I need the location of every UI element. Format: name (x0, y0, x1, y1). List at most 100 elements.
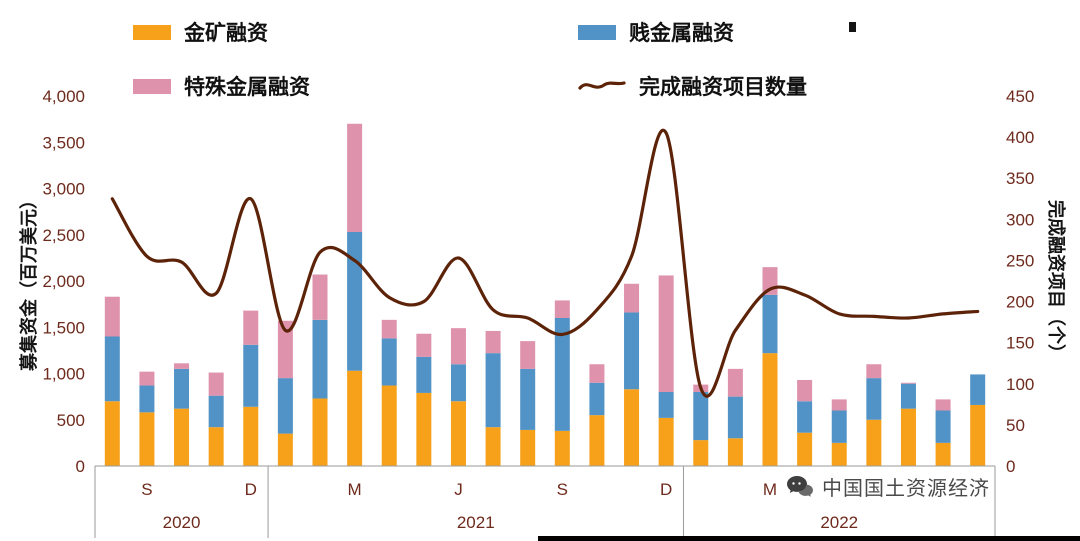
bar-segment (450, 364, 466, 402)
bar-segment (277, 320, 293, 379)
bar-segment (139, 385, 155, 413)
legend-item-gold: 金矿融资 (133, 17, 268, 47)
left-axis-tick: 1,500 (42, 318, 85, 337)
bar-segment (312, 398, 328, 466)
bar-segment (104, 401, 120, 466)
bar-segment (554, 300, 570, 318)
watermark-text: 中国国土资源经济 (822, 478, 990, 500)
left-axis-tick: 500 (57, 411, 85, 430)
right-axis-tick: 50 (1006, 416, 1025, 435)
bar-segment (624, 283, 640, 313)
bar-segment (381, 385, 397, 466)
month-label: S (141, 480, 152, 499)
bar-segment (900, 408, 916, 466)
bar-segment (554, 318, 570, 431)
legend-label-special-metal: 特殊金属融资 (184, 76, 310, 99)
bar-segment (970, 374, 986, 405)
bar-segment (658, 392, 674, 418)
bar-segment (347, 370, 363, 466)
legend-label-gold: 金矿融资 (184, 22, 268, 45)
legend-label-projects-line: 完成融资项目数量 (639, 76, 807, 99)
legend-item-special-metal: 特殊金属融资 (133, 71, 310, 101)
cursor-artifact (849, 22, 856, 32)
month-label: M (763, 480, 777, 499)
bar-segment (139, 371, 155, 386)
bar-segment (347, 231, 363, 371)
bar-segment (797, 401, 813, 433)
month-label: M (348, 480, 362, 499)
bar-segment (589, 415, 605, 466)
right-axis-tick: 100 (1006, 375, 1034, 394)
bar-segment (139, 412, 155, 466)
bar-segment (866, 378, 882, 420)
watermark: 中国国土资源经济 (786, 472, 990, 501)
bottom-black-bar (538, 536, 1080, 541)
bar-segment (312, 274, 328, 320)
legend-label-base-metal: 贱金属融资 (629, 22, 734, 45)
left-axis-tick: 0 (76, 457, 85, 476)
legend-item-projects-line: 完成融资项目数量 (578, 71, 807, 101)
bar-segment (208, 427, 224, 466)
right-axis-tick: 0 (1006, 457, 1015, 476)
bar-segment (416, 333, 432, 357)
bar-segment (624, 389, 640, 466)
right-axis-tick: 350 (1006, 169, 1034, 188)
month-label: S (557, 480, 568, 499)
bar-segment (277, 378, 293, 434)
bar-segment (727, 396, 743, 439)
left-axis-tick: 4,000 (42, 87, 85, 106)
bar-segment (485, 330, 501, 354)
bar-segment (866, 419, 882, 466)
bar-segment (485, 353, 501, 428)
bar-segment (762, 353, 778, 466)
chat-bubbles-icon (787, 475, 813, 497)
bar-segment (727, 438, 743, 466)
bar-segment (900, 383, 916, 409)
bar-segment (485, 427, 501, 466)
bar-segment (624, 312, 640, 390)
bar-segment (831, 410, 847, 443)
bar-segment (520, 341, 536, 369)
bar-segment (174, 368, 190, 409)
gold-legend-swatch (133, 24, 171, 40)
bar-segment (416, 392, 432, 466)
bar-segment (797, 379, 813, 402)
bar-segment (243, 310, 259, 345)
year-label: 2021 (457, 513, 495, 532)
base-metal-legend-swatch (578, 24, 616, 40)
bar-segment (104, 296, 120, 337)
bar-segment (831, 442, 847, 466)
bar-segment (693, 440, 709, 466)
bar-segment (416, 356, 432, 393)
bar-segment (797, 432, 813, 466)
left-axis-tick: 1,000 (42, 365, 85, 384)
bar-segment (935, 399, 951, 411)
right-axis-tick: 450 (1006, 87, 1034, 106)
bar-segment (589, 364, 605, 383)
bar-segment (243, 406, 259, 466)
right-axis-tick: 150 (1006, 334, 1034, 353)
bar-segment (347, 123, 363, 232)
special-metal-legend-swatch (133, 78, 171, 94)
bar-segment (658, 417, 674, 466)
bar-segment (243, 344, 259, 407)
bar-segment (554, 430, 570, 466)
left-axis-tick: 2,500 (42, 226, 85, 245)
bar-segment (831, 399, 847, 411)
bar-segment (520, 429, 536, 466)
bar-segment (312, 319, 328, 399)
bar-segment (658, 275, 674, 392)
line-legend-swatch (578, 81, 626, 90)
projects-count-line (110, 128, 980, 398)
bar-segment (589, 382, 605, 416)
year-label: 2022 (820, 513, 858, 532)
legend-item-base-metal: 贱金属融资 (578, 17, 734, 47)
bar-segment (520, 368, 536, 430)
year-label: 2020 (163, 513, 201, 532)
month-label: D (660, 480, 672, 499)
bar-segment (693, 392, 709, 441)
month-label: J (454, 480, 463, 499)
right-axis-tick: 300 (1006, 210, 1034, 229)
